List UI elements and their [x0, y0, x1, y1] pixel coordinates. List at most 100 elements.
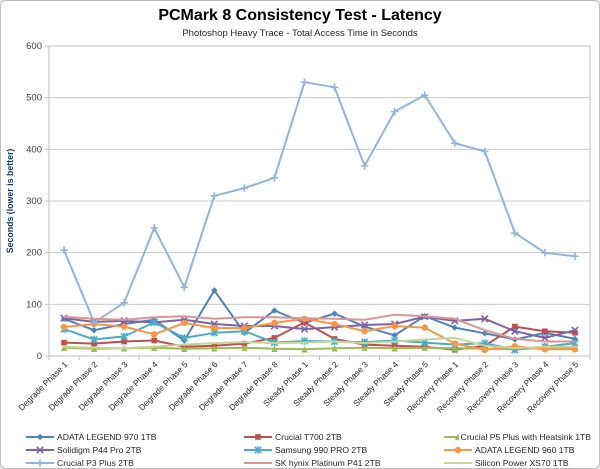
y-tick-label: 100 [26, 299, 42, 310]
series-marker [454, 446, 462, 453]
series-marker [271, 345, 278, 352]
series-marker [361, 344, 368, 351]
series-marker [541, 334, 549, 342]
x-tick-label: Recovery Phase 2 [435, 359, 491, 415]
series-marker [541, 248, 549, 257]
series-marker [420, 91, 429, 99]
x-tick-label: Recovery Phase 4 [495, 359, 551, 415]
series-line [63, 313, 576, 343]
series-marker [511, 327, 519, 335]
series-marker [180, 334, 189, 342]
series-marker [180, 283, 188, 291]
legend-label: ADATA LEGEND 960 1TB [475, 444, 575, 455]
series-marker [121, 338, 127, 345]
series-marker [270, 174, 279, 182]
legend-label: Crucial P3 Plus 2TB [57, 457, 134, 468]
series-marker [151, 337, 157, 344]
legend-marker-triangle-icon [444, 433, 459, 440]
series-line [63, 336, 576, 350]
series-marker [211, 287, 218, 294]
legend-marker-asterisk-icon [244, 445, 272, 454]
series-marker [481, 346, 489, 353]
legend-label: Solidigm P44 Pro 2TB [57, 444, 142, 455]
series-marker [390, 107, 399, 116]
series-marker [181, 319, 188, 327]
legend-marker-plus-icon [26, 458, 54, 467]
series-marker [255, 433, 261, 440]
legend-item-adata-legend-970-1tb: ADATA LEGEND 970 1TB [25, 432, 243, 442]
series-marker [36, 433, 44, 440]
series-marker [150, 224, 158, 232]
series-marker [271, 319, 278, 327]
series-marker [331, 310, 338, 317]
series-marker [90, 318, 98, 327]
series-marker [360, 321, 369, 329]
legend-item-crucial-p3-plus-2tb: Crucial P3 Plus 2TB [25, 458, 243, 468]
legend-marker-diamond-icon [26, 433, 54, 440]
series-marker [421, 324, 428, 331]
series-marker [120, 332, 128, 341]
series-marker [120, 299, 128, 307]
series-marker [150, 318, 158, 327]
series-marker [90, 345, 98, 352]
series-marker [421, 344, 428, 351]
legend-marker-none-icon [444, 461, 472, 464]
series-marker [301, 319, 308, 326]
series-marker [571, 326, 579, 334]
series-marker [240, 184, 249, 192]
series-marker [181, 345, 188, 352]
series-marker [512, 323, 518, 330]
series-marker [36, 445, 44, 454]
legend-label: ADATA LEGEND 970 1TB [57, 431, 157, 442]
series-marker [360, 338, 369, 346]
series-line [63, 321, 576, 351]
x-tick-label: Recovery Phase 1 [405, 359, 461, 415]
series-marker [36, 458, 44, 467]
legend-label: Crucial T700 2TB [275, 431, 342, 442]
series-marker [150, 344, 158, 351]
series-sk-hynix-platinum-p41-2tb [63, 313, 576, 343]
chart-title: PCMark 8 Consistency Test - Latency [158, 7, 442, 24]
series-marker [481, 315, 489, 323]
series-silicon-power-xs70-1tb [63, 336, 576, 350]
legend-item-crucial-p5-plus-with-heatsink-1tb: Crucial P5 Plus with Heatsink 1TB [443, 432, 591, 442]
series-marker [90, 335, 98, 344]
series-marker [210, 192, 219, 200]
legend-label: Crucial P5 Plus with Heatsink 1TB [460, 431, 591, 442]
series-line [63, 315, 576, 339]
series-marker [61, 339, 67, 346]
series-marker [211, 324, 218, 332]
series-line [63, 317, 576, 351]
chart-legend: ADATA LEGEND 970 1TB Crucial T700 2TB Cruc… [25, 430, 591, 468]
series-crucial-p3-plus-2tb [60, 78, 579, 327]
series-marker [391, 322, 398, 330]
legend-marker-square-icon [244, 433, 272, 440]
legend-label: SK hynix Platinum P41 2TB [275, 457, 381, 468]
series-marker [241, 344, 248, 351]
series-marker [300, 325, 309, 333]
series-marker [391, 345, 398, 352]
series-marker [361, 328, 368, 335]
legend-marker-none-icon [244, 461, 272, 464]
series-line [63, 81, 576, 324]
series-marker [542, 328, 548, 334]
series-marker [481, 147, 489, 156]
y-tick-label: 200 [26, 248, 42, 259]
legend-label: Samsung 990 PRO 2TB [275, 444, 368, 455]
series-marker [451, 324, 458, 331]
x-tick-label: Recovery Phase 5 [525, 359, 581, 415]
y-tick-label: 0 [37, 351, 42, 362]
series-marker [60, 323, 68, 331]
y-axis-title: Seconds (lower is better) [5, 149, 15, 254]
series-marker [391, 332, 398, 339]
series-line [63, 289, 576, 342]
y-tick-label: 500 [26, 93, 42, 104]
legend-marker-circle-icon [444, 446, 472, 453]
series-marker [91, 340, 97, 347]
series-marker [331, 345, 338, 352]
series-marker [572, 329, 578, 336]
legend-item-sk-hynix-platinum-p41-2tb: SK hynix Platinum P41 2TB [243, 458, 443, 468]
series-marker [60, 246, 68, 254]
y-tick-label: 300 [26, 196, 42, 207]
